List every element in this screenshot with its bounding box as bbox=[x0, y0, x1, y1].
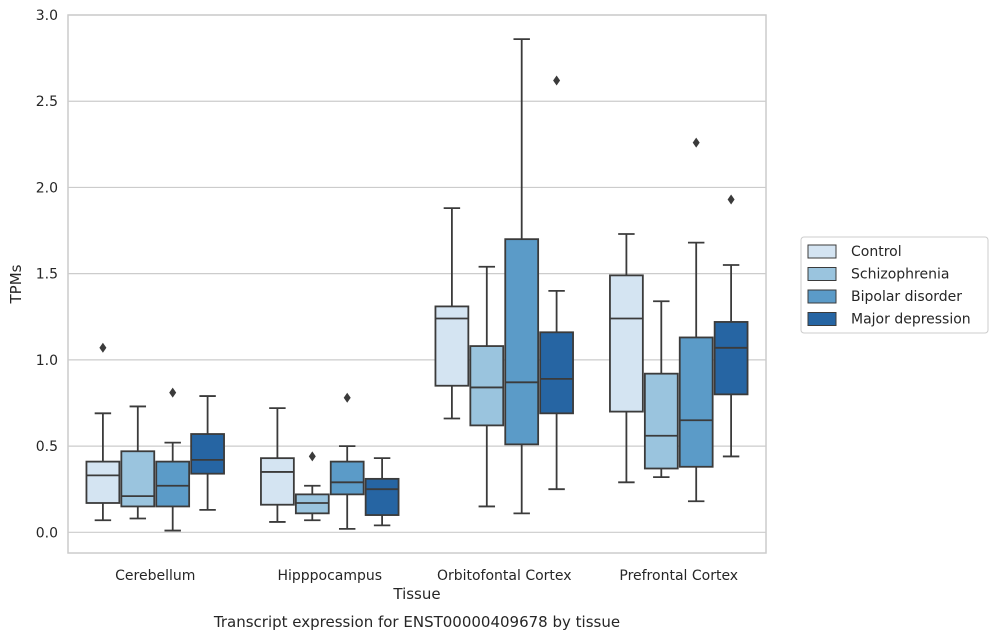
y-tick-label: 2.0 bbox=[36, 180, 58, 196]
y-tick-label: 1.5 bbox=[36, 267, 58, 283]
x-tick-label: Prefrontal Cortex bbox=[619, 568, 738, 584]
x-tick-label: Orbitofontal Cortex bbox=[437, 568, 572, 584]
x-tick-label: Cerebellum bbox=[115, 568, 195, 584]
outlier-point bbox=[169, 387, 177, 398]
legend-label: Control bbox=[851, 244, 902, 260]
box-schizophrenia bbox=[294, 451, 330, 522]
box-body bbox=[434, 305, 470, 387]
x-tick-label: Hipppocampus bbox=[277, 568, 382, 584]
chart-caption: Transcript expression for ENST0000040967… bbox=[213, 613, 620, 631]
box-control bbox=[85, 342, 121, 522]
outlier-point bbox=[99, 342, 107, 353]
legend-swatch bbox=[807, 244, 837, 259]
outlier-point bbox=[727, 194, 735, 205]
box-major-depression bbox=[190, 395, 225, 511]
y-tick-labels: 0.0 0.5 1.0 1.5 2.0 2.5 3.0 bbox=[36, 8, 58, 541]
box-body bbox=[713, 321, 749, 396]
y-tick-label: 3.0 bbox=[36, 8, 58, 24]
legend-swatch bbox=[807, 289, 837, 304]
box-body bbox=[678, 336, 714, 468]
box-control bbox=[260, 407, 295, 523]
box-body bbox=[364, 477, 400, 516]
outlier-point bbox=[692, 137, 700, 148]
box-body bbox=[260, 457, 295, 506]
box-control bbox=[609, 233, 644, 484]
box-bipolar-disorder bbox=[329, 392, 365, 530]
y-tick-label: 0.0 bbox=[36, 525, 58, 541]
box-groups bbox=[85, 38, 749, 532]
y-tick-label: 0.5 bbox=[36, 439, 58, 455]
box-major-depression bbox=[713, 194, 749, 458]
box-control bbox=[434, 207, 470, 420]
box-schizophrenia bbox=[643, 300, 679, 479]
box-body bbox=[190, 433, 225, 475]
box-schizophrenia bbox=[469, 265, 505, 508]
box-body bbox=[155, 460, 191, 508]
box-body bbox=[609, 274, 644, 413]
legend-label: Schizophrenia bbox=[851, 267, 949, 283]
plot-frame bbox=[67, 14, 767, 554]
box-body bbox=[85, 460, 121, 504]
legend-swatch bbox=[807, 267, 837, 281]
y-tick-label: 1.0 bbox=[36, 353, 58, 369]
box-body bbox=[469, 345, 505, 427]
y-axis-label: TPMs bbox=[7, 264, 25, 304]
box-bipolar-disorder bbox=[678, 137, 714, 503]
box-bipolar-disorder bbox=[504, 38, 540, 515]
box-bipolar-disorder bbox=[155, 387, 191, 532]
box-body bbox=[643, 372, 679, 470]
legend-swatch bbox=[807, 312, 837, 326]
outlier-point bbox=[308, 451, 316, 462]
box-body bbox=[329, 460, 365, 496]
x-axis-label: Tissue bbox=[392, 585, 440, 603]
outlier-point bbox=[553, 75, 561, 86]
x-tick-labels: Cerebellum Hipppocampus Orbitofontal Corte… bbox=[115, 568, 738, 584]
legend-frame bbox=[800, 236, 989, 334]
box-body bbox=[504, 238, 540, 446]
box-schizophrenia bbox=[120, 405, 156, 520]
box-body bbox=[539, 331, 574, 415]
outlier-point bbox=[343, 392, 351, 403]
box-body bbox=[120, 450, 156, 508]
legend-label: Bipolar disorder bbox=[851, 289, 962, 305]
y-tick-label: 2.5 bbox=[36, 94, 58, 110]
legend: Control Schizophrenia Bipolar disorder Majo… bbox=[800, 236, 989, 334]
box-major-depression bbox=[539, 75, 574, 491]
box-major-depression bbox=[364, 457, 400, 527]
legend-label: Major depression bbox=[851, 312, 971, 328]
